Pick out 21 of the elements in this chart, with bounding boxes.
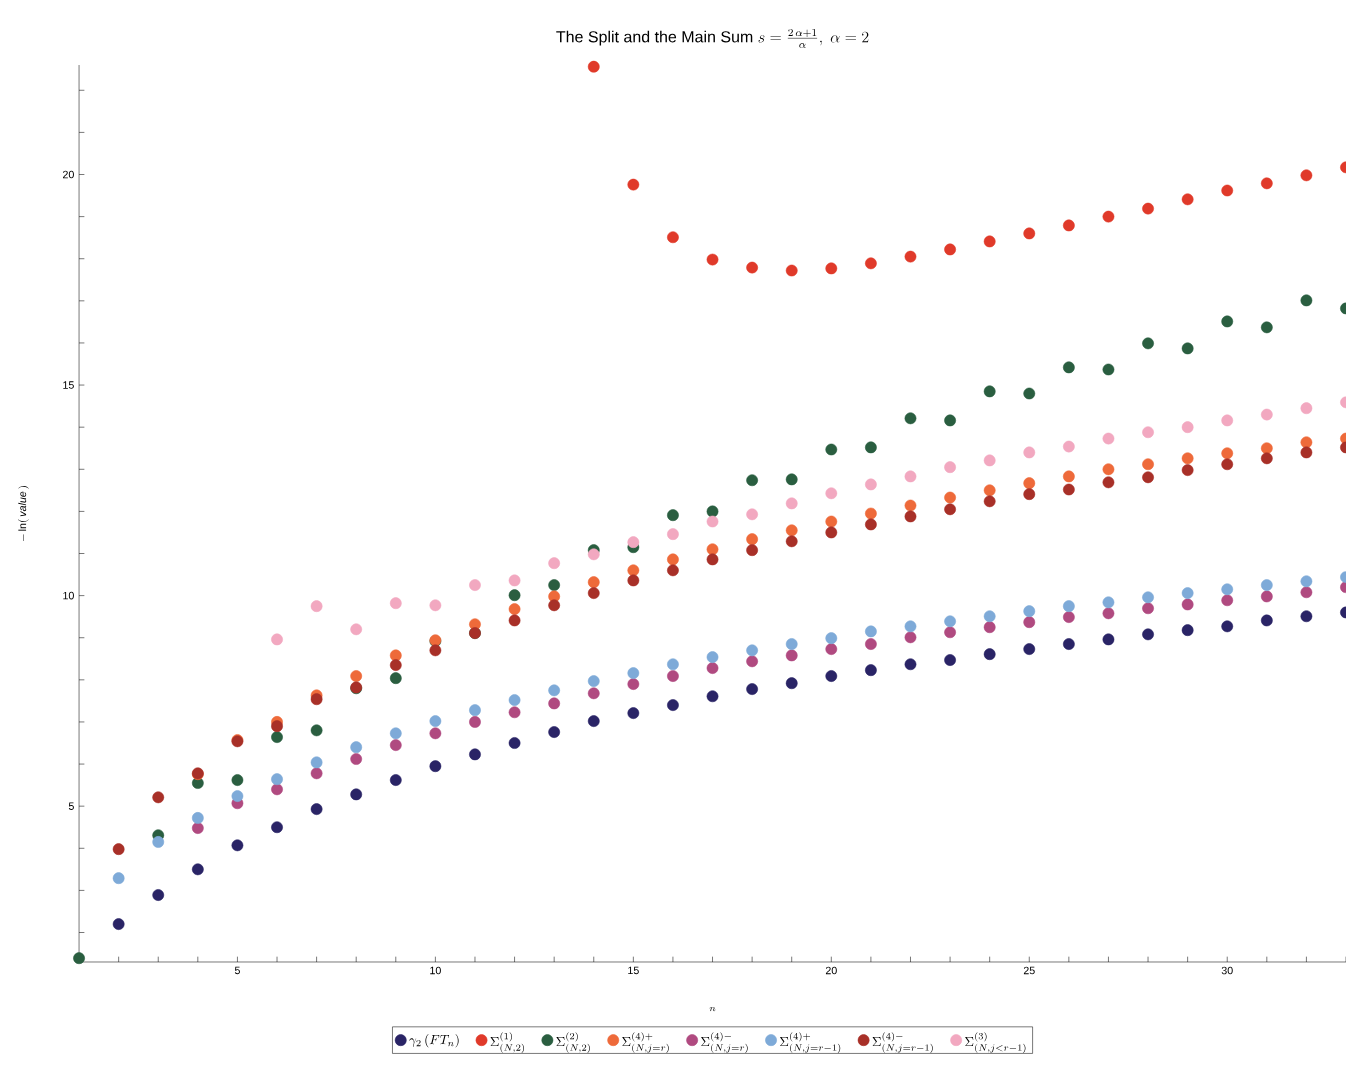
- legend-label: $\gamma_2\left(FT_n\right)$: [409, 1034, 459, 1048]
- x-tick-label: 25: [1023, 966, 1035, 975]
- y-tick-label: 15: [63, 381, 74, 389]
- legend-label: $\Sigma^{(2)}_{(N,2)}$: [556, 1032, 590, 1053]
- x-tick-label: 15: [628, 966, 639, 975]
- legend-label: $\Sigma^{(1)}_{(N,2)}$: [490, 1032, 525, 1053]
- chart-title: $\mbox{The Split and the Main Sum }s=\frac{2\,\alpha+1}{\alpha},\ \alpha=2$: [556, 28, 869, 48]
- x-tick-label: 5: [234, 966, 240, 975]
- y-tick-label: 5: [68, 802, 74, 810]
- y-tick-label: 20: [63, 170, 74, 179]
- y-axis-title: $-\ln(\,\mathit{value}\,)$: [18, 486, 29, 542]
- legend-label: $\Sigma^{(3)}_{(N,j<r-1)}$: [965, 1032, 1026, 1053]
- legend-label: $\Sigma^{(4)-}_{(N,j=r-1)}$: [872, 1032, 933, 1053]
- y-tick-label: 10: [63, 591, 74, 600]
- x-axis-title: $n$: [709, 1006, 716, 1012]
- legend-label: $\Sigma^{(4)+}_{(N,j=r)}$: [622, 1032, 669, 1053]
- x-tick-label: 30: [1221, 966, 1233, 975]
- x-tick-label: 10: [430, 966, 441, 975]
- legend-label: $\Sigma^{(4)-}_{(N,j=r)}$: [701, 1032, 748, 1053]
- x-tick-label: 20: [825, 966, 837, 975]
- legend-label: $\Sigma^{(4)+}_{(N,j=r-1)}$: [780, 1032, 841, 1053]
